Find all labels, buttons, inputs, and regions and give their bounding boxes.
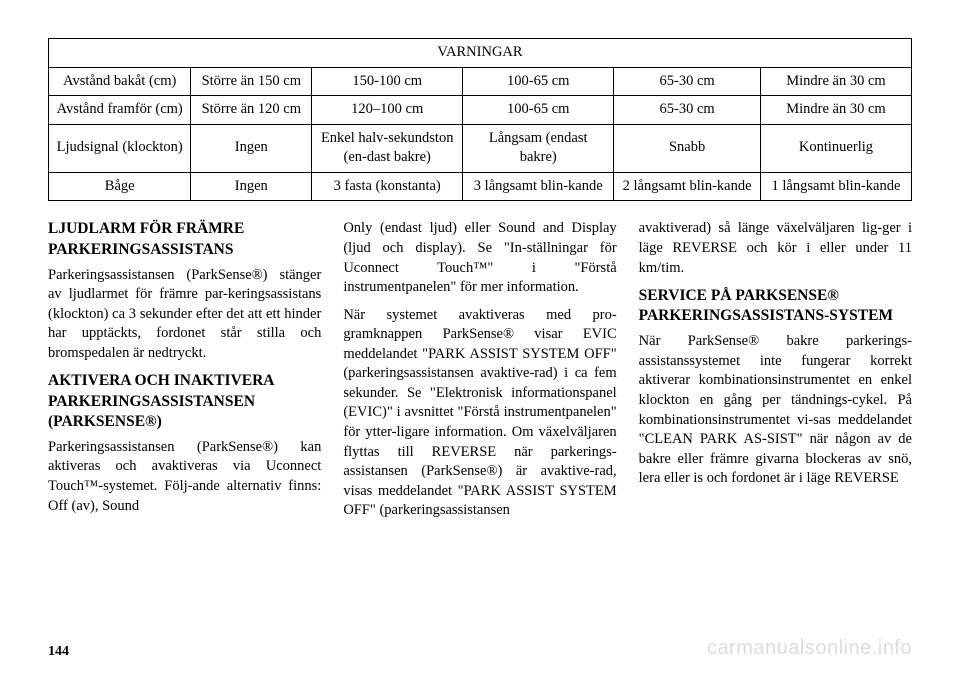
heading-audible-alert: LJUDLARM FÖR FRÄMRE PARKERINGSASSISTANS	[48, 219, 321, 259]
heading-service: SERVICE PÅ PARKSENSE® PARKERINGSASSISTAN…	[639, 286, 912, 326]
table-row: Avstånd bakåt (cm) Större än 150 cm 150-…	[49, 67, 912, 96]
cell: Ingen	[191, 172, 312, 201]
cell: Ljudsignal (klockton)	[49, 124, 191, 172]
paragraph: Parkeringsassistansen (ParkSense®) stäng…	[48, 266, 321, 364]
paragraph: avaktiverad) så länge växelväljaren lig-…	[639, 219, 912, 278]
cell: 2 långsamt blin-kande	[614, 172, 761, 201]
table-row: Båge Ingen 3 fasta (konstanta) 3 långsam…	[49, 172, 912, 201]
cell: 150-100 cm	[312, 67, 463, 96]
cell: 100-65 cm	[463, 96, 614, 125]
cell: 65-30 cm	[614, 96, 761, 125]
watermark: carmanualsonline.info	[707, 637, 912, 660]
paragraph: Only (endast ljud) eller Sound and Displ…	[343, 219, 616, 297]
cell: 65-30 cm	[614, 67, 761, 96]
cell: Mindre än 30 cm	[760, 96, 911, 125]
cell: 3 fasta (konstanta)	[312, 172, 463, 201]
cell: Långsam (endast bakre)	[463, 124, 614, 172]
cell: Enkel halv-sekundston (en-dast bakre)	[312, 124, 463, 172]
cell: Kontinuerlig	[760, 124, 911, 172]
table-title: VARNINGAR	[49, 39, 912, 68]
cell: 3 långsamt blin-kande	[463, 172, 614, 201]
cell: Ingen	[191, 124, 312, 172]
cell: Snabb	[614, 124, 761, 172]
cell: Större än 120 cm	[191, 96, 312, 125]
heading-enable-disable: AKTIVERA OCH INAKTIVERA PARKERINGSASSIST…	[48, 371, 321, 431]
cell: Båge	[49, 172, 191, 201]
cell: 1 långsamt blin-kande	[760, 172, 911, 201]
cell: Avstånd framför (cm)	[49, 96, 191, 125]
paragraph: Parkeringsassistansen (ParkSense®) kan a…	[48, 438, 321, 516]
cell: Större än 150 cm	[191, 67, 312, 96]
cell: 120–100 cm	[312, 96, 463, 125]
paragraph: När systemet avaktiveras med pro-gramkna…	[343, 306, 616, 521]
table-row: Avstånd framför (cm) Större än 120 cm 12…	[49, 96, 912, 125]
paragraph: När ParkSense® bakre parkerings-assistan…	[639, 332, 912, 489]
cell: Mindre än 30 cm	[760, 67, 911, 96]
table-row: Ljudsignal (klockton) Ingen Enkel halv-s…	[49, 124, 912, 172]
cell: 100-65 cm	[463, 67, 614, 96]
page-number: 144	[48, 644, 69, 660]
body-columns: LJUDLARM FÖR FRÄMRE PARKERINGSASSISTANS …	[48, 219, 912, 520]
cell: Avstånd bakåt (cm)	[49, 67, 191, 96]
warnings-table: VARNINGAR Avstånd bakåt (cm) Större än 1…	[48, 38, 912, 201]
